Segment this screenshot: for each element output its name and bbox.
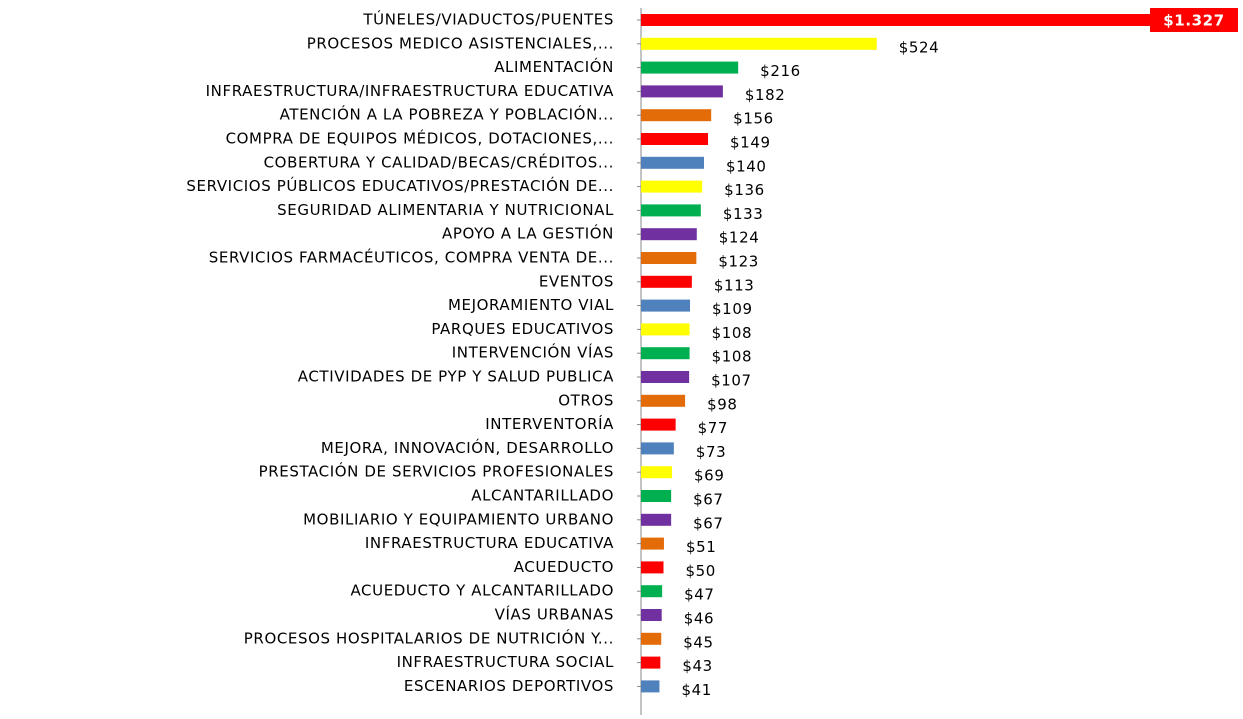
bar [641, 561, 664, 574]
bar [641, 466, 673, 479]
bar [641, 299, 691, 312]
bar [641, 394, 686, 407]
category-label: SERVICIOS PÚBLICOS EDUCATIVOS/PRESTACIÓN… [186, 176, 614, 195]
value-label: $41 [681, 681, 711, 699]
category-label: COMPRA DE EQUIPOS MÉDICOS, DOTACIONES,..… [226, 129, 614, 148]
value-label: $108 [712, 324, 753, 342]
value-label: $43 [682, 657, 712, 675]
category-label: ATENCIÓN A LA POBREZA Y POBLACIÓN... [280, 105, 614, 124]
category-label: INTERVENTORÍA [485, 414, 614, 433]
category-label: PARQUES EDUCATIVOS [431, 320, 614, 338]
bar [641, 37, 877, 50]
value-label: $46 [684, 610, 714, 628]
category-label: INFRAESTRUCTURA SOCIAL [397, 653, 614, 671]
category-label: MEJORAMIENTO VIAL [448, 296, 614, 314]
category-label: ACTIVIDADES DE PYP Y SALUD PUBLICA [298, 368, 614, 386]
value-label: $216 [760, 62, 801, 80]
value-label: $50 [685, 562, 715, 580]
value-label: $182 [745, 86, 786, 104]
category-label: VÍAS URBANAS [495, 605, 614, 624]
category-label: OTROS [558, 391, 614, 409]
bar [641, 490, 672, 502]
category-label: ACUEDUCTO [514, 558, 614, 576]
category-label: APOYO A LA GESTIÓN [442, 224, 614, 243]
category-label: ALIMENTACIÓN [494, 57, 614, 76]
value-label: $51 [686, 538, 716, 556]
category-label: INTERVENCIÓN VÍAS [452, 343, 614, 362]
bar [641, 61, 739, 74]
bar [641, 632, 662, 645]
value-label: $67 [693, 491, 723, 509]
value-label: $123 [718, 253, 759, 271]
category-label: TÚNELES/VIADUCTOS/PUENTES [362, 10, 614, 29]
value-label: $1.327 [1163, 12, 1224, 30]
bar [641, 85, 723, 98]
value-label: $108 [712, 348, 753, 366]
value-label: $77 [698, 419, 728, 437]
value-label: $140 [726, 157, 767, 175]
category-label: PRESTACIÓN DE SERVICIOS PROFESIONALES [259, 462, 614, 481]
value-label: $149 [730, 134, 771, 152]
bar [641, 252, 697, 264]
bar [641, 180, 703, 193]
category-label: INFRAESTRUCTURA EDUCATIVA [365, 534, 614, 552]
value-label-box [1150, 8, 1238, 32]
value-label: $109 [712, 300, 753, 318]
category-label: MOBILIARIO Y EQUIPAMIENTO URBANO [303, 510, 614, 528]
bar [641, 656, 661, 669]
value-label: $524 [899, 38, 940, 56]
bar [641, 204, 701, 217]
value-label: $113 [714, 276, 755, 294]
category-label: ACUEDUCTO Y ALCANTARILLADO [350, 582, 614, 600]
bar [641, 537, 664, 550]
value-label: $45 [683, 633, 713, 651]
category-label: COBERTURA Y CALIDAD/BECAS/CRÉDITOS... [264, 152, 614, 171]
bar [641, 609, 662, 621]
value-label: $107 [711, 372, 752, 390]
bar [641, 109, 712, 122]
category-label: ESCENARIOS DEPORTIVOS [404, 677, 614, 695]
category-label: SERVICIOS FARMACÉUTICOS, COMPRA VENTA DE… [209, 248, 614, 267]
bar [641, 347, 690, 360]
category-label: SEGURIDAD ALIMENTARIA Y NUTRICIONAL [277, 201, 614, 219]
bar [641, 133, 709, 145]
value-label: $124 [719, 229, 760, 247]
value-label: $69 [694, 467, 724, 485]
bar [641, 680, 660, 693]
value-label: $136 [724, 181, 765, 199]
category-label: PROCESOS HOSPITALARIOS DE NUTRICIÓN Y... [244, 628, 614, 647]
category-label: EVENTOS [539, 272, 614, 290]
bar [641, 418, 676, 431]
bar [641, 228, 697, 241]
value-label: $47 [684, 586, 714, 604]
bar [641, 156, 704, 169]
value-label: $98 [707, 395, 737, 413]
bar [641, 371, 690, 383]
value-label: $133 [723, 205, 764, 223]
category-label: INFRAESTRUCTURA/INFRAESTRUCTURA EDUCATIV… [206, 82, 614, 100]
value-label: $156 [733, 110, 774, 128]
value-label: $67 [693, 514, 723, 532]
category-label: ALCANTARILLADO [471, 487, 614, 505]
bar [641, 323, 690, 336]
category-label: MEJORA, INNOVACIÓN, DESARROLLO [321, 438, 614, 457]
bar [641, 275, 692, 288]
bar [641, 585, 663, 598]
bar [641, 442, 674, 455]
category-label: PROCESOS MEDICO ASISTENCIALES,... [307, 34, 614, 52]
bar [641, 14, 1238, 26]
value-label: $73 [696, 443, 726, 461]
bar [641, 513, 672, 526]
